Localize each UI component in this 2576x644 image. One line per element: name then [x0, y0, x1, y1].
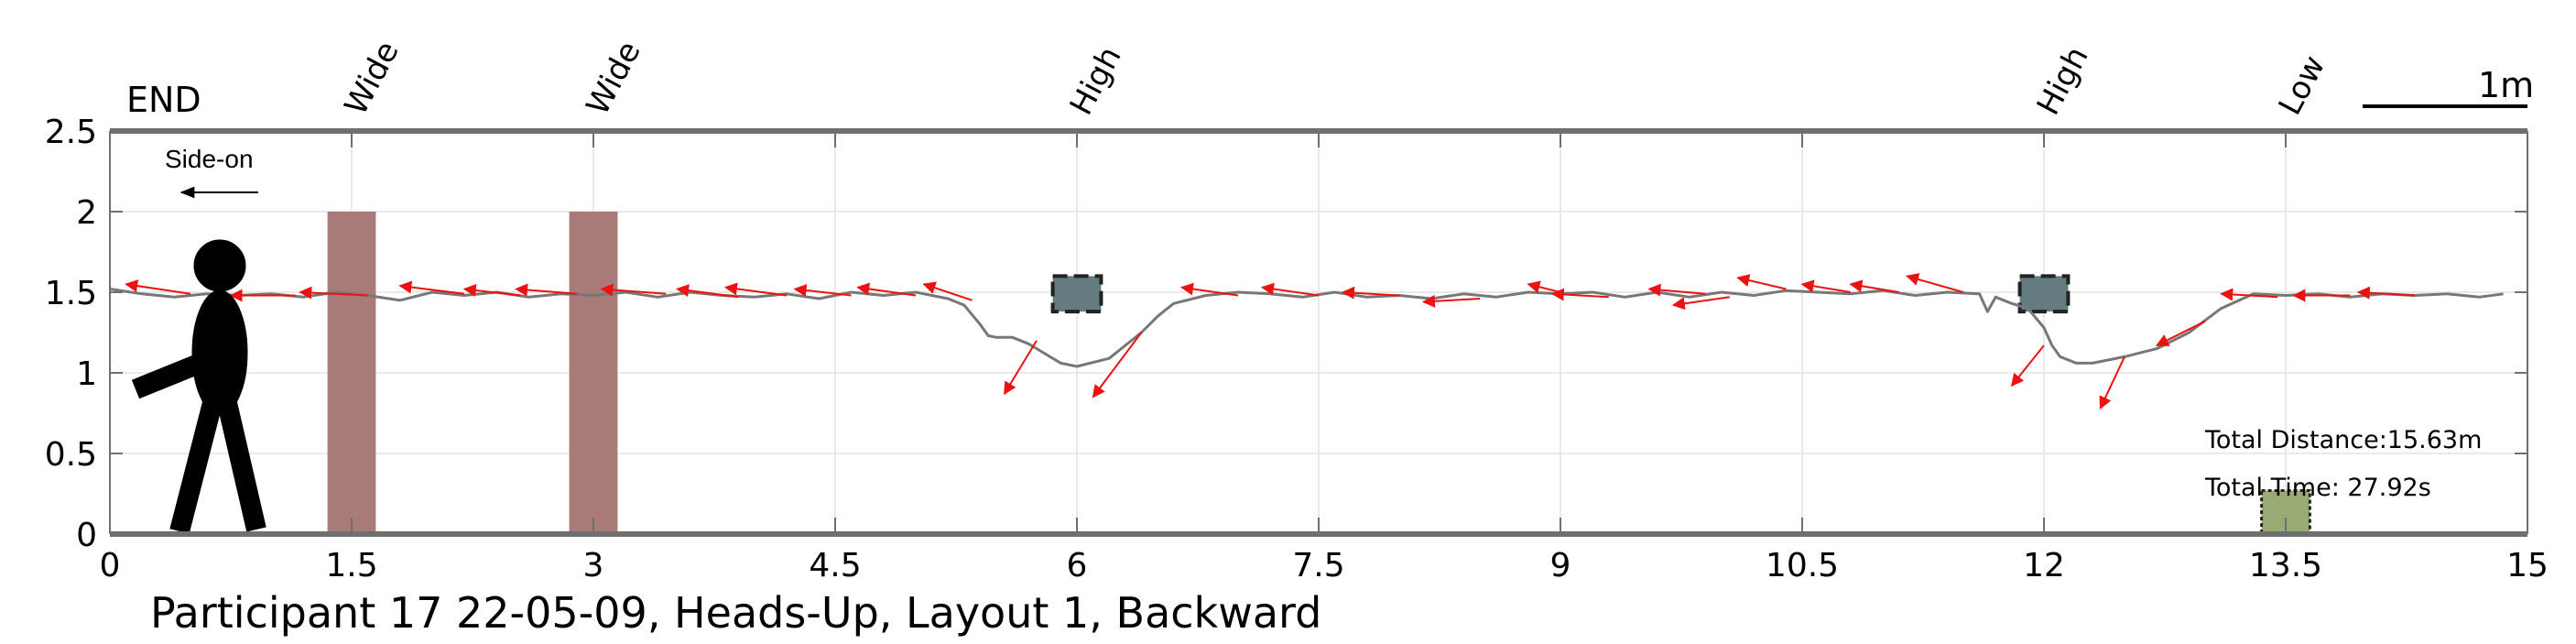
heading-arrow — [1180, 282, 1239, 297]
obstacle-wide — [569, 212, 618, 534]
heading-arrow — [2099, 355, 2125, 409]
heading-arrow — [1800, 279, 1851, 293]
obstacle-label: Wide — [580, 36, 648, 122]
heading-arrow — [1906, 273, 1964, 293]
heading-arrow — [125, 279, 191, 295]
y-tick-label: 2.5 — [45, 114, 97, 151]
y-tick-label: 0.5 — [45, 436, 97, 474]
grid — [110, 131, 2527, 534]
y-tick-label: 2 — [76, 194, 97, 232]
heading-arrow — [462, 283, 521, 297]
heading-arrow — [676, 284, 739, 299]
trajectory-line — [109, 288, 2504, 368]
heading-arrow — [856, 282, 917, 297]
heading-arrow — [922, 281, 973, 301]
x-tick-label: 9 — [1550, 547, 1571, 584]
heading-arrow — [723, 282, 788, 297]
heading-arrow — [1342, 286, 1400, 300]
x-tick-label: 1.5 — [325, 547, 377, 584]
x-tick-label: 7.5 — [1292, 547, 1344, 584]
axis-ticks — [109, 130, 2528, 535]
heading-arrow — [1849, 279, 1899, 293]
heading-arrow — [515, 283, 578, 297]
heading-arrow — [2220, 288, 2278, 301]
y-tick-label: 1 — [76, 355, 97, 393]
heading-arrow — [1550, 288, 1609, 301]
obstacle-label: High — [1063, 40, 1129, 121]
heading-arrow — [1261, 282, 1320, 297]
x-tick-label: 0 — [100, 547, 121, 584]
y-tick-labels: 0 0.5 1 1.5 2 2.5 — [45, 114, 97, 554]
obstacle-high — [1050, 274, 1103, 314]
obstacle-labels: Wide Wide High High Low — [338, 36, 2333, 122]
obstacle-high — [2017, 274, 2071, 314]
y-tick-label: 0 — [76, 517, 97, 554]
x-tick-label: 12 — [2023, 547, 2065, 584]
x-tick-label: 15 — [2506, 547, 2549, 584]
heading-arrow — [1671, 296, 1730, 311]
direction-label: Side-on — [165, 145, 254, 173]
heading-arrow — [1527, 280, 1561, 294]
obstacle-label: Low — [2272, 49, 2333, 121]
x-tick-label: 10.5 — [1766, 547, 1839, 584]
obstacle-label: High — [2030, 40, 2096, 121]
heading-arrow — [2356, 286, 2415, 300]
axes — [109, 128, 2528, 537]
heading-arrow — [1736, 274, 1787, 290]
heading-arrow — [1647, 283, 1706, 297]
chart-caption: Participant 17 22-05-09, Heads-Up, Layou… — [150, 588, 1321, 638]
direction-arrows — [125, 273, 2415, 409]
obstacle-wide — [327, 212, 376, 534]
walking-person-icon — [131, 239, 266, 534]
heading-arrow — [1422, 294, 1481, 308]
end-label: END — [126, 80, 201, 120]
heading-arrow — [793, 283, 852, 297]
total-time: Total Time: 27.92s — [2204, 474, 2431, 502]
heading-arrow — [600, 283, 667, 297]
x-tick-label: 6 — [1067, 547, 1088, 584]
heading-arrow — [299, 286, 368, 300]
heading-arrow — [2010, 344, 2045, 387]
scale-bar-label: 1m — [2478, 65, 2534, 105]
x-tick-label: 3 — [583, 547, 604, 584]
obstacles — [327, 212, 2311, 536]
heading-arrow — [398, 280, 465, 295]
heading-arrow — [1003, 340, 1038, 396]
total-distance: Total Distance:15.63m — [2204, 426, 2482, 454]
trajectory — [109, 288, 2504, 368]
heading-arrow — [1092, 332, 1143, 398]
y-tick-label: 1.5 — [45, 275, 97, 312]
x-tick-labels: 0 1.5 3 4.5 6 7.5 9 10.5 12 13.5 15 — [100, 547, 2549, 584]
x-tick-label: 13.5 — [2249, 547, 2322, 584]
obstacle-label: Wide — [338, 36, 407, 122]
heading-arrow — [2155, 320, 2206, 346]
x-tick-label: 4.5 — [809, 547, 861, 584]
